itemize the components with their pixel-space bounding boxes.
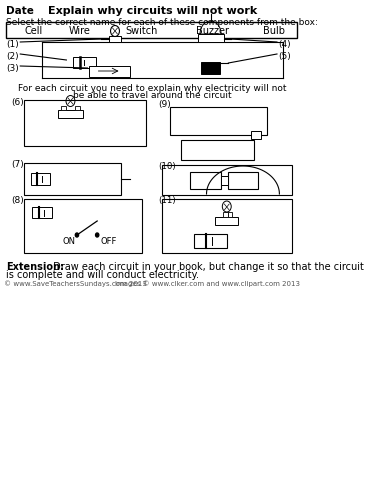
- Bar: [110, 36, 121, 42]
- Text: (6): (6): [11, 98, 24, 107]
- Text: (2): (2): [6, 52, 19, 61]
- Text: © www.SaveTeachersSundays.com 2013: © www.SaveTeachersSundays.com 2013: [4, 280, 147, 286]
- Text: (8): (8): [11, 196, 24, 205]
- Text: Buzzer: Buzzer: [196, 26, 229, 36]
- Text: (7): (7): [11, 160, 24, 169]
- Circle shape: [75, 233, 78, 237]
- Bar: [89, 66, 130, 77]
- Text: OFF: OFF: [100, 237, 117, 246]
- Bar: [162, 199, 291, 253]
- Bar: [32, 207, 52, 218]
- Text: Switch: Switch: [126, 26, 158, 36]
- Bar: [31, 173, 50, 185]
- Text: Explain why circuits will not work: Explain why circuits will not work: [48, 6, 257, 16]
- Text: (3): (3): [6, 64, 19, 73]
- Bar: [251, 131, 261, 139]
- Text: (9): (9): [159, 100, 171, 109]
- Text: is complete and will conduct electricity.: is complete and will conduct electricity…: [6, 270, 200, 280]
- Bar: [190, 172, 221, 189]
- Bar: [228, 172, 258, 189]
- Bar: [162, 165, 291, 195]
- Text: (10): (10): [159, 162, 176, 171]
- Bar: [215, 217, 238, 225]
- Text: (11): (11): [159, 196, 176, 205]
- Bar: [201, 62, 220, 74]
- Text: (4): (4): [278, 40, 290, 49]
- Bar: [75, 106, 80, 110]
- Circle shape: [96, 233, 99, 237]
- Bar: [24, 163, 122, 195]
- Bar: [24, 100, 146, 146]
- Bar: [194, 234, 227, 248]
- Bar: [228, 212, 232, 217]
- Bar: [61, 106, 66, 110]
- Bar: [223, 212, 228, 217]
- Bar: [73, 57, 96, 68]
- Text: Images © www.clker.com and www.clipart.com 2013: Images © www.clker.com and www.clipart.c…: [115, 280, 300, 286]
- Text: For each circuit you need to explain why electricity will not: For each circuit you need to explain why…: [18, 84, 286, 93]
- Text: be able to travel around the circuit: be able to travel around the circuit: [73, 91, 232, 100]
- Bar: [24, 199, 142, 253]
- Text: ON: ON: [62, 237, 75, 246]
- Text: Select the correct name for each of these components from the box:: Select the correct name for each of thes…: [6, 18, 318, 27]
- Bar: [170, 107, 267, 135]
- Bar: [6, 22, 297, 38]
- Text: Date: Date: [6, 6, 34, 16]
- Text: Cell: Cell: [25, 26, 43, 36]
- Bar: [198, 34, 223, 42]
- Bar: [221, 176, 228, 185]
- Text: Extension:: Extension:: [6, 262, 64, 272]
- Text: Wire: Wire: [68, 26, 90, 36]
- Text: Draw each circuit in your book, but change it so that the circuit: Draw each circuit in your book, but chan…: [50, 262, 364, 272]
- Bar: [58, 110, 82, 118]
- Text: (1): (1): [6, 40, 19, 49]
- Text: (5): (5): [278, 52, 291, 61]
- Bar: [182, 140, 254, 160]
- Text: Bulb: Bulb: [263, 26, 285, 36]
